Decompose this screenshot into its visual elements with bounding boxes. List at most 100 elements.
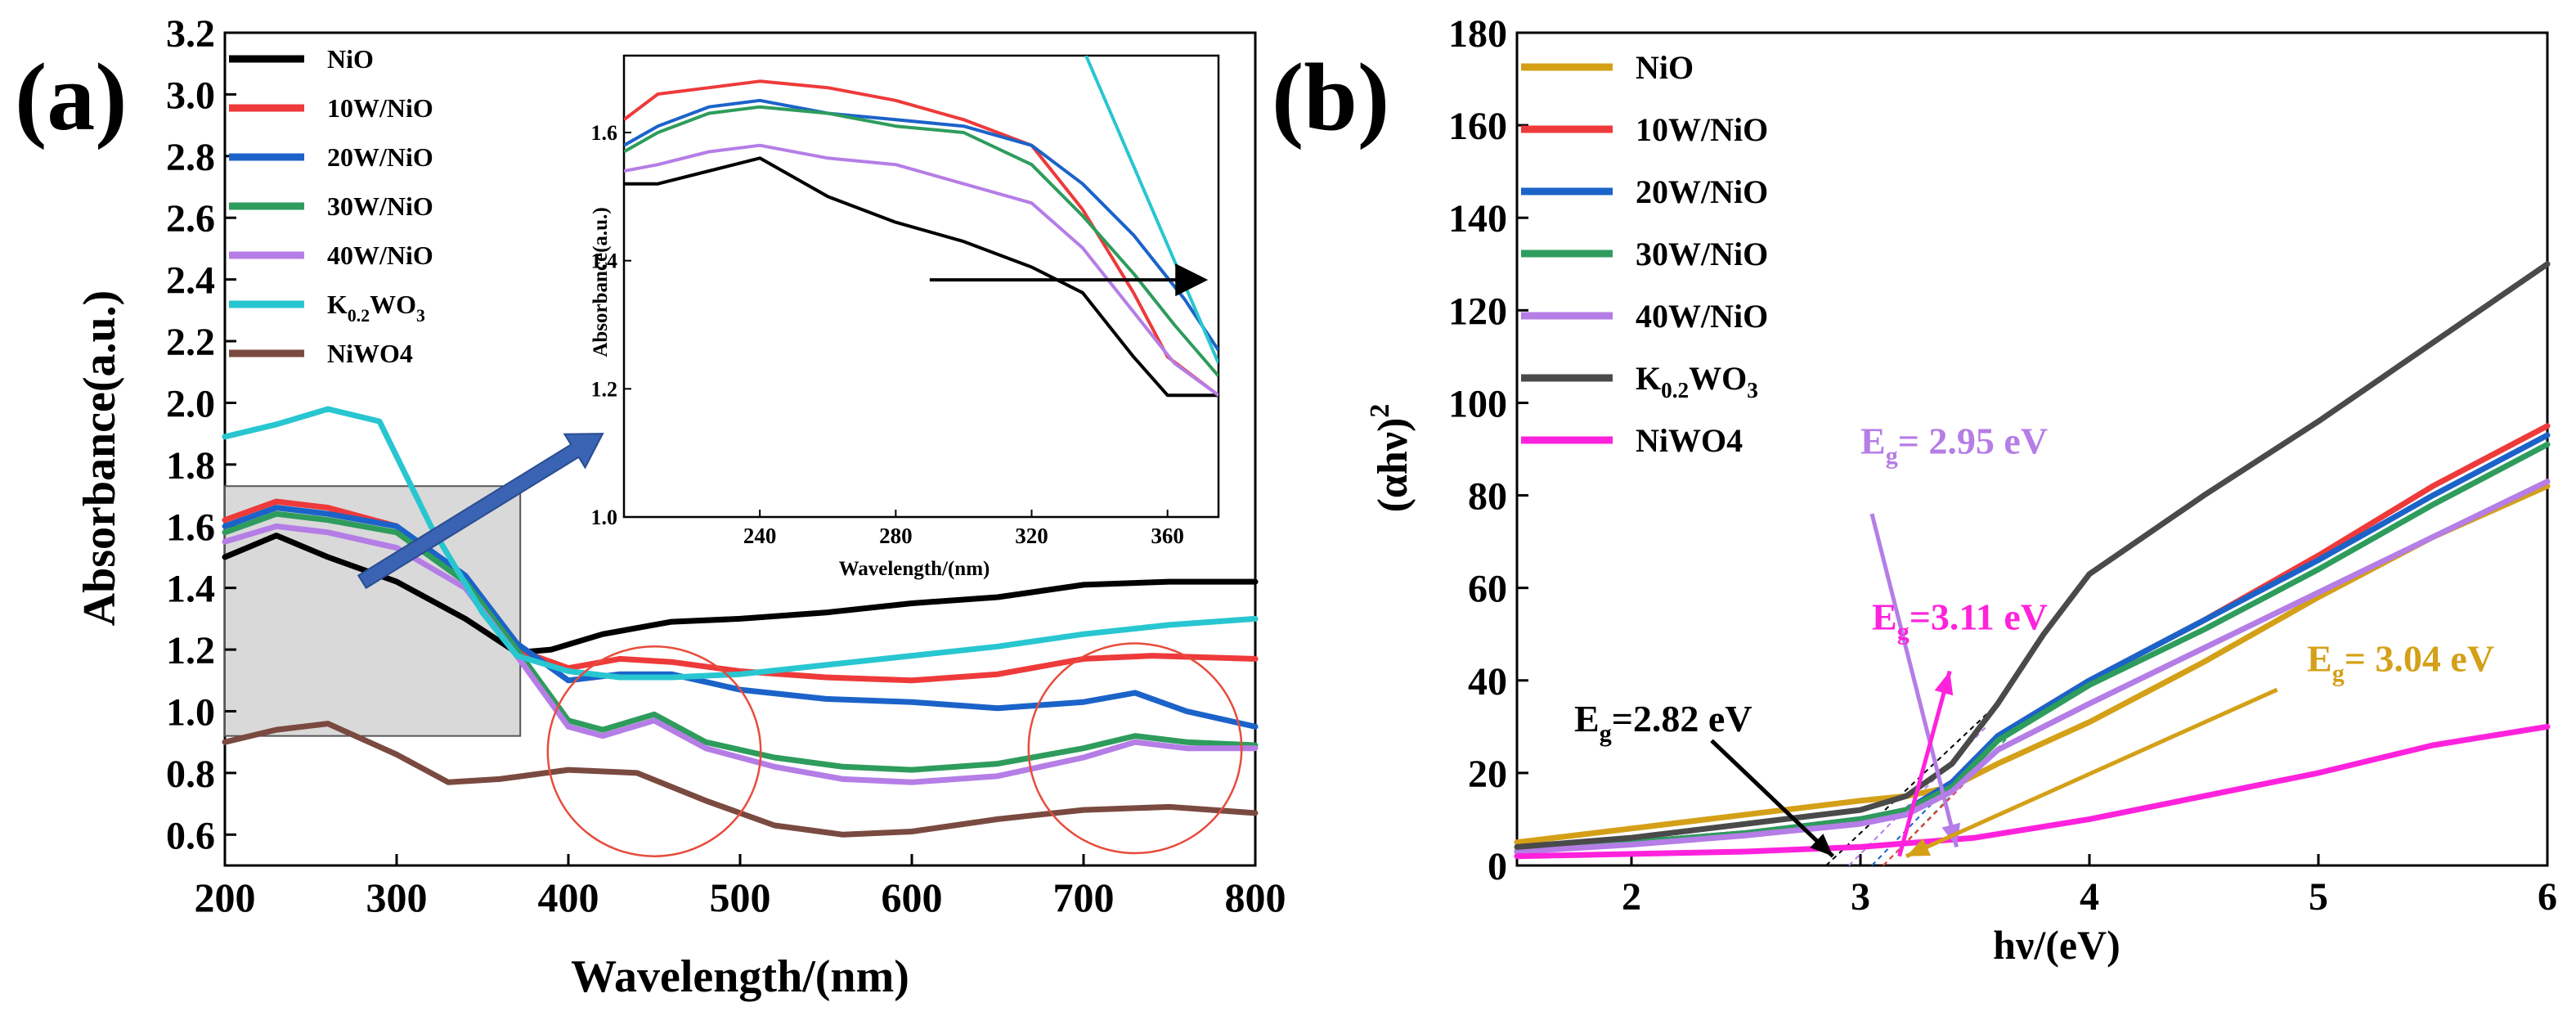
inset-series-line-40w-nio — [624, 143, 1218, 397]
y-tick-label: 2.4 — [166, 259, 215, 303]
panel-a-x-axis-label: Wavelength/(nm) — [571, 951, 909, 1002]
legend-b-label-niwo4: NiWO4 — [1636, 422, 1743, 459]
highlight-circle-1 — [546, 645, 762, 857]
panel-b-label: (b) — [1272, 43, 1389, 151]
panel-b-y-axis-label-sup: 2 — [1365, 404, 1395, 418]
b-x-tick-label: 4 — [2080, 875, 2099, 919]
tangent-line-1 — [1825, 703, 1999, 866]
eg-label-sub: g — [2332, 659, 2345, 686]
panel-a-label: (a) — [15, 43, 128, 151]
eg-label-sub: g — [1897, 618, 1910, 645]
inset-series — [624, 56, 1218, 398]
legend-label-k0-2wo3-part: K — [327, 290, 348, 319]
eg-label-main: E — [1860, 420, 1886, 462]
legend-b-label-k0-2wo3-part: 0.2 — [1661, 378, 1689, 402]
legend-label-40w-nio: 40W/NiO — [327, 241, 433, 270]
series-line-40w-nio — [222, 523, 1259, 785]
y-tick-label: 1.8 — [166, 444, 215, 488]
panel-a-plot: 200 300 400 500 600 700 800 0.6 0.8 1.0 1.2 1.4 1.6 1… — [166, 12, 1286, 920]
inset-plot: 240 280 320 360 1.0 1.2 1.4 1.6 Wavelength/(nm)… — [590, 54, 1220, 580]
series-line-nio — [222, 533, 1259, 656]
b-y-tick-label: 20 — [1468, 753, 1507, 796]
b-y-tick-label: 0 — [1488, 845, 1507, 888]
eg-label-sub: g — [1600, 720, 1612, 747]
y-tick-label: 0.6 — [166, 814, 215, 857]
panel-b-y-axis-label-text: (αhν)2 — [1365, 404, 1416, 513]
eg-arrow-head-4 — [1810, 834, 1833, 856]
b-y-tick-label: 180 — [1448, 12, 1507, 56]
legend-label-10w-nio: 10W/NiO — [327, 93, 433, 123]
b-x-tick-label: 5 — [2309, 875, 2328, 919]
panel-b-y-axis-label: (αhν)2 — [1365, 404, 1416, 513]
y-tick-label: 2.0 — [166, 382, 215, 425]
eg-label-rest: =2.82 eV — [1612, 698, 1752, 740]
y-tick-label: 2.2 — [166, 321, 215, 364]
series-line-b-niwo4 — [1514, 723, 2551, 860]
legend-label-k0-2wo3-part: 3 — [416, 306, 425, 326]
inset-y-tick-label: 1.4 — [591, 250, 618, 273]
eg-label-main: E — [2307, 637, 2332, 679]
y-tick-label: 1.4 — [166, 568, 215, 611]
legend-b-label-k0-2wo3-part: 3 — [1747, 378, 1758, 402]
panel-b-x-axis-label: hν/(eV) — [1993, 922, 2120, 968]
eg-label-1: Eg= 2.95 eV — [1860, 420, 2048, 470]
series-line-b-40w-nio — [1514, 479, 2551, 855]
eg-label-main: E — [1872, 596, 1897, 638]
x-tick-label: 600 — [882, 874, 943, 920]
eg-arrow-head-3 — [1906, 838, 1931, 856]
series-line-k0-2wo3 — [222, 406, 1259, 681]
inset-x-tick-label: 320 — [1015, 524, 1048, 548]
legend-b-label-k0-2wo3-part: WO — [1689, 360, 1747, 397]
legend-b-label-10w-nio: 10W/NiO — [1636, 111, 1768, 148]
eg-label-sub: g — [1886, 443, 1898, 470]
y-tick-label: 3.0 — [166, 74, 215, 117]
inset-x-tick-label: 240 — [743, 524, 777, 548]
legend-b-label-nio: NiO — [1636, 49, 1694, 86]
panel-b-series — [1514, 261, 2551, 860]
legend-label-k0-2wo3-part: 0.2 — [348, 306, 370, 326]
inset-x-tick-label: 360 — [1151, 524, 1184, 548]
series-line-b-k0-2wo3 — [1514, 261, 2551, 850]
legend-label-30w-nio: 30W/NiO — [327, 191, 433, 221]
x-tick-label: 800 — [1225, 874, 1286, 920]
legend-label-20w-nio: 20W/NiO — [327, 142, 433, 172]
highlight-circle-2 — [1027, 642, 1243, 855]
series-line-niwo4 — [222, 721, 1259, 838]
b-y-tick-label: 100 — [1448, 382, 1507, 425]
series-line-30w-nio — [222, 510, 1259, 773]
eg-label-rest: = 2.95 eV — [1898, 420, 2048, 462]
eg-arrow-line-3 — [1905, 687, 2278, 858]
series-line-b-nio — [1514, 483, 2551, 846]
eg-arrow-head-2 — [1934, 671, 1954, 696]
inset-series-line-k0-2wo3 — [1084, 56, 1218, 364]
zoom-arrow-body — [357, 433, 604, 590]
b-y-tick-label: 40 — [1468, 660, 1507, 704]
legend-b-label-k0-2wo3-part: K — [1636, 360, 1661, 397]
b-x-tick-label: 6 — [2538, 875, 2557, 919]
series-line-20w-nio — [222, 505, 1259, 730]
eg-arrow-line-4 — [1710, 739, 1835, 858]
y-tick-label: 1.6 — [166, 506, 215, 549]
legend-label-k0-2wo3: K0.2WO3 — [327, 290, 425, 326]
legend-b-label-20w-nio: 20W/NiO — [1636, 173, 1768, 210]
panel-a-legend: NiO10W/NiO20W/NiO30W/NiO40W/NiOK0.2WO3Ni… — [229, 44, 433, 368]
x-tick-label: 400 — [538, 874, 599, 920]
b-y-tick-label: 140 — [1448, 197, 1507, 241]
y-tick-label: 2.8 — [166, 136, 215, 179]
eg-label-rest: = 3.04 eV — [2345, 637, 2494, 679]
legend-label-nio: NiO — [327, 44, 374, 74]
inset-series-line-20w-nio — [624, 98, 1218, 352]
legend-b-label-30w-nio: 30W/NiO — [1636, 236, 1768, 272]
inset-x-tick-label: 280 — [879, 524, 913, 548]
y-tick-label: 1.0 — [166, 690, 215, 734]
b-x-tick-label: 3 — [1851, 875, 1870, 919]
y-tick-label: 0.8 — [166, 753, 215, 796]
series-line-10w-nio — [222, 498, 1259, 684]
y-tick-label: 3.2 — [166, 12, 215, 56]
eg-label-4: Eg=2.82 eV — [1574, 698, 1752, 747]
zoom-arrow — [357, 433, 604, 590]
x-tick-label: 500 — [710, 874, 771, 920]
inset-axis-ticks: 240 280 320 360 1.0 1.2 1.4 1.6 — [591, 121, 1184, 548]
